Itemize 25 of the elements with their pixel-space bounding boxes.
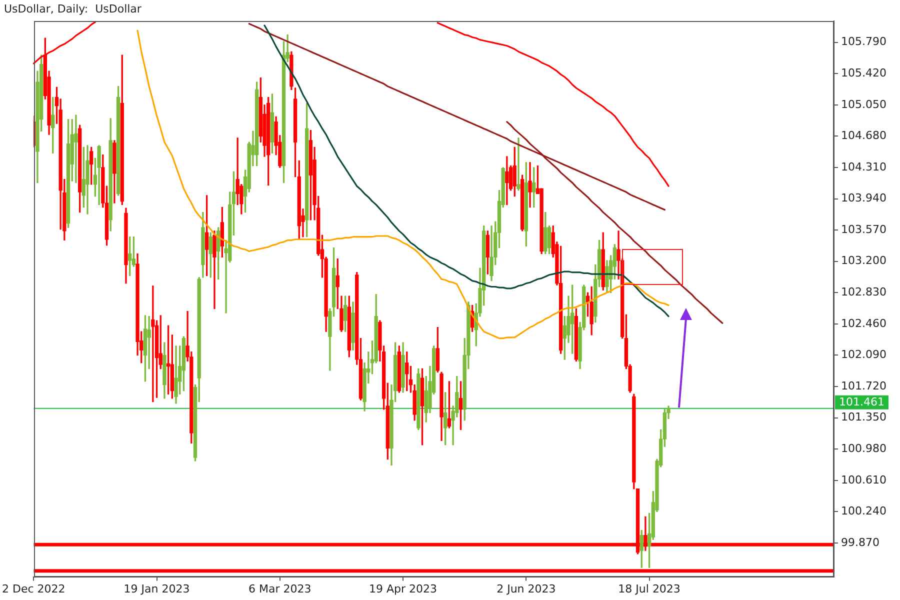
y-tick-label: 102.830: [841, 286, 886, 299]
y-tick-label: 100.240: [841, 504, 886, 518]
y-tick-label: 102.460: [841, 316, 886, 330]
y-tick-label: 101.720: [841, 379, 886, 392]
y-tick-label: 103.940: [841, 192, 886, 205]
y-tick-label: 105.420: [841, 66, 886, 80]
chart-title: UsDollar, Daily: UsDollar: [4, 2, 142, 16]
y-tick-label: 103.570: [841, 222, 886, 236]
y-tick-label: 105.790: [841, 35, 886, 48]
y-tick-label: 100.980: [841, 442, 886, 455]
y-tick-label: 102.090: [841, 348, 886, 362]
x-tick-label: 18 Jul 2023: [618, 582, 680, 596]
y-tick-label: 104.680: [841, 129, 886, 142]
y-tick-label: 104.310: [841, 160, 886, 174]
x-tick-label: 2 Jun 2023: [496, 582, 556, 596]
y-tick-label: 101.350: [841, 410, 886, 424]
x-tick-label: 2 Dec 2022: [2, 582, 66, 596]
y-tick-label: 100.610: [841, 473, 886, 486]
x-tick-label: 19 Apr 2023: [369, 582, 438, 596]
x-tick-label: 19 Jan 2023: [124, 582, 190, 596]
x-tick-label: 6 Mar 2023: [248, 582, 312, 596]
y-tick-label: 99.870: [841, 536, 880, 549]
y-tick-label: 103.200: [841, 254, 886, 268]
y-tick-label: 105.050: [841, 98, 886, 111]
ref-line-label: 101.461: [839, 395, 884, 408]
